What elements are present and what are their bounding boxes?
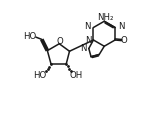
Text: NH₂: NH₂ [97,13,114,22]
Text: O: O [121,36,128,45]
Text: O: O [56,37,63,46]
Text: N: N [84,22,91,31]
Text: N: N [80,44,86,53]
Text: N: N [118,22,124,31]
Text: N: N [85,36,91,45]
Text: HO: HO [34,71,47,80]
Text: HO: HO [23,32,37,41]
Text: OH: OH [69,71,82,80]
